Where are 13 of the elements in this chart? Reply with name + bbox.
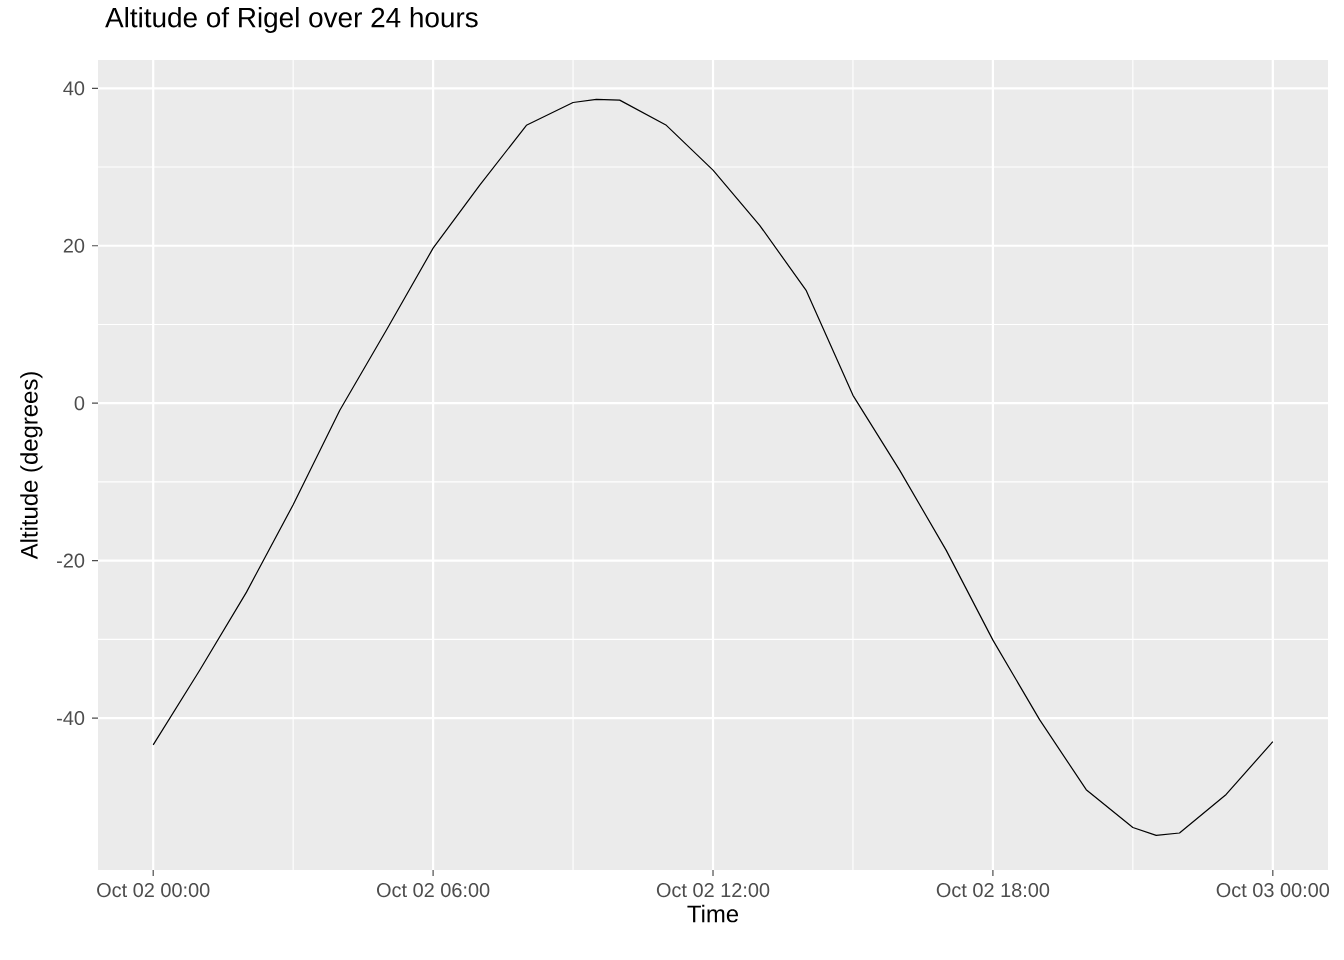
y-tick-label: -40 xyxy=(57,711,85,726)
x-tick-label: Oct 03 00:00 xyxy=(1216,883,1330,898)
chart-title: Altitude of Rigel over 24 hours xyxy=(105,6,478,33)
x-axis-title: Time xyxy=(687,904,739,923)
y-tick-label: 0 xyxy=(74,396,85,411)
y-tick-label: 40 xyxy=(63,81,85,96)
x-tick-label: Oct 02 00:00 xyxy=(97,883,210,898)
y-tick-label: -20 xyxy=(57,553,85,568)
y-axis-title: Altitude (degrees) xyxy=(20,372,43,560)
x-tick-label: Oct 02 12:00 xyxy=(656,883,770,898)
y-tick-label: 20 xyxy=(63,238,85,253)
x-tick-label: Oct 02 18:00 xyxy=(936,883,1050,898)
x-tick-label: Oct 02 06:00 xyxy=(377,883,490,898)
